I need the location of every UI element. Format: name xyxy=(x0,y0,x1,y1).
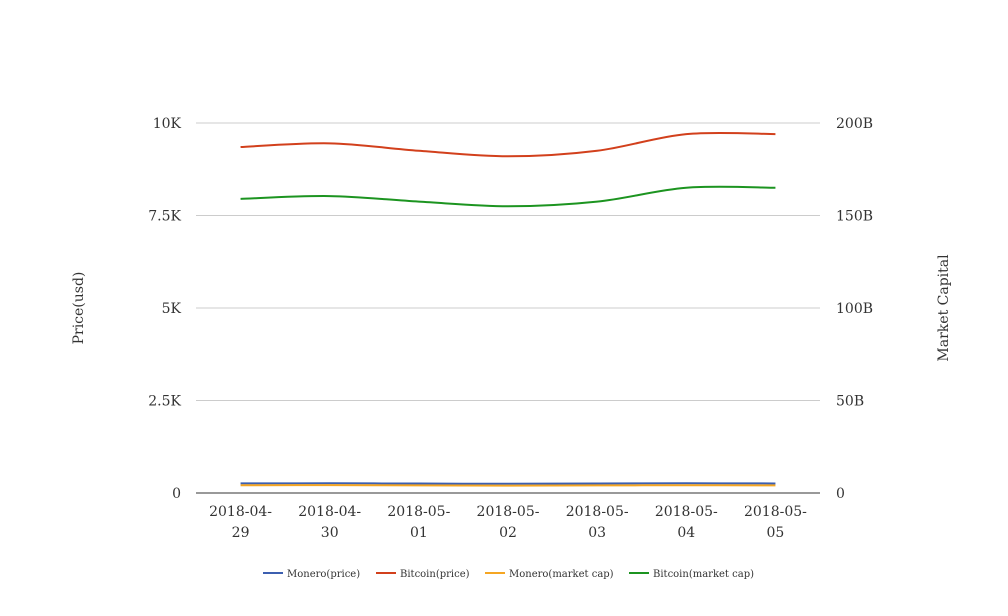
gridlines xyxy=(196,122,820,401)
legend-label: Monero(price) xyxy=(287,569,360,580)
y2-axis-title: Market Capital xyxy=(936,254,952,362)
y-tick-label: 7.5K xyxy=(148,209,181,225)
series-line-4 xyxy=(240,185,776,208)
series-lines xyxy=(240,131,776,487)
y2-tick-label: 200B xyxy=(836,116,873,132)
legend: Monero(price) Bitcoin(price) Monero(market… xyxy=(263,569,754,580)
legend-label: Bitcoin(market cap) xyxy=(653,569,754,580)
y-tick-label: 10K xyxy=(153,116,182,132)
x-tick-label: 2018-05-01 xyxy=(387,504,450,541)
x-tick-label: 2018-05-03 xyxy=(566,504,629,541)
y-tick-label: 5K xyxy=(162,301,182,317)
y2-tick-label: 150B xyxy=(836,209,873,225)
x-tick-label: 2018-05-04 xyxy=(655,504,718,541)
x-tick-label: 2018-05-05 xyxy=(744,504,807,541)
y2-tick-label: 0 xyxy=(836,486,845,502)
y2-tick-label: 50B xyxy=(836,394,864,410)
y2-tick-label: 100B xyxy=(836,301,873,317)
series-line-2 xyxy=(240,131,776,158)
legend-label: Bitcoin(price) xyxy=(400,569,470,580)
x-tick-label: 2018-04-29 xyxy=(209,504,272,541)
x-tick-label: 2018-04-30 xyxy=(298,504,361,541)
legend-label: Monero(market cap) xyxy=(509,569,614,580)
axes: 0 2.5K 5K 7.5K 10K 0 50B 100B 150B 200B 2018-04-29… xyxy=(148,116,873,541)
y-axis-title: Price(usd) xyxy=(71,272,87,345)
y-tick-label: 2.5K xyxy=(148,394,181,410)
x-tick-label: 2018-05-02 xyxy=(477,504,540,541)
y-tick-label: 0 xyxy=(172,486,181,502)
